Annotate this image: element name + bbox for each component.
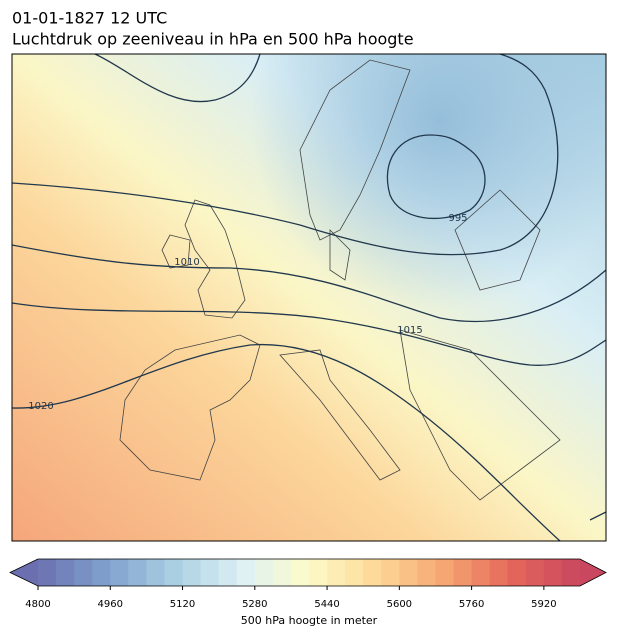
colorbar-tick-label: 5120 <box>170 599 195 610</box>
isobar <box>12 244 606 323</box>
colorbar-segment <box>164 559 184 586</box>
colorbar-segment <box>290 559 310 586</box>
colorbar-segment <box>507 559 527 586</box>
colorbar-segment <box>38 559 57 586</box>
colorbar-segment <box>435 559 455 586</box>
isobar <box>12 302 606 366</box>
colorbar-outline <box>9 558 607 587</box>
isobar <box>589 511 606 521</box>
isobar <box>12 54 559 256</box>
colorbar-segment <box>525 559 545 586</box>
isobar <box>94 54 261 103</box>
colorbar-segment <box>489 559 509 586</box>
colorbar-segment <box>74 559 93 586</box>
colorbar-extend-low <box>10 559 38 586</box>
colorbar-segment <box>56 559 75 586</box>
colorbar-tick-label: 4800 <box>25 599 50 610</box>
colorbar-segment <box>561 559 581 586</box>
colorbar-tick-label: 5760 <box>459 599 484 610</box>
colorbar-segment <box>110 559 129 586</box>
colorbar-segment <box>309 559 328 586</box>
isobar-label: 1015 <box>397 325 422 336</box>
colorbar-tick-label: 5920 <box>531 599 556 610</box>
map-frame <box>11 53 607 542</box>
colorbar-segment <box>272 559 292 586</box>
colorbar-segment <box>254 559 274 586</box>
title: 01-01-1827 12 UTC <box>12 9 167 28</box>
subtitle: Luchtdruk op zeeniveau in hPa en 500 hPa… <box>12 30 414 49</box>
colorbar-segment <box>363 559 382 586</box>
colorbar-segment <box>453 559 473 586</box>
colorbar-segment <box>543 559 563 586</box>
colorbar-segment <box>471 559 491 586</box>
isobar-label: 995 <box>448 213 467 224</box>
colorbar-label: 500 hPa hoogte in meter <box>241 614 378 627</box>
colorbar-segment <box>345 559 364 586</box>
colorbar-segment <box>200 559 220 586</box>
colorbar-segment <box>417 559 436 586</box>
colorbar-tick-label: 5280 <box>242 599 267 610</box>
colorbar-tick-label: 5600 <box>387 599 412 610</box>
colorbar-segment <box>236 559 256 586</box>
colorbar-segment <box>399 559 418 586</box>
colorbar-extend-high <box>580 559 606 586</box>
colorbar-segment <box>92 559 111 586</box>
colorbar-tick-label: 4960 <box>98 599 123 610</box>
colorbar-segment <box>381 559 400 586</box>
colorbar-segment <box>182 559 202 586</box>
colorbar-segment <box>327 559 346 586</box>
colorbar-segment <box>146 559 165 586</box>
colorbar-segment <box>128 559 147 586</box>
colorbar: 4800 4960 5120 5280 5440 5600 5760 5920 <box>9 558 607 610</box>
colorbar-tick-label: 5440 <box>314 599 339 610</box>
isobar-label: 1020 <box>28 401 53 412</box>
map: 995 1010 1015 1020 <box>12 54 606 541</box>
isobar <box>386 134 486 220</box>
low-height-area <box>12 54 606 541</box>
isobar <box>12 343 561 541</box>
colorbar-segment <box>218 559 238 586</box>
isobar-label: 1010 <box>174 257 199 268</box>
